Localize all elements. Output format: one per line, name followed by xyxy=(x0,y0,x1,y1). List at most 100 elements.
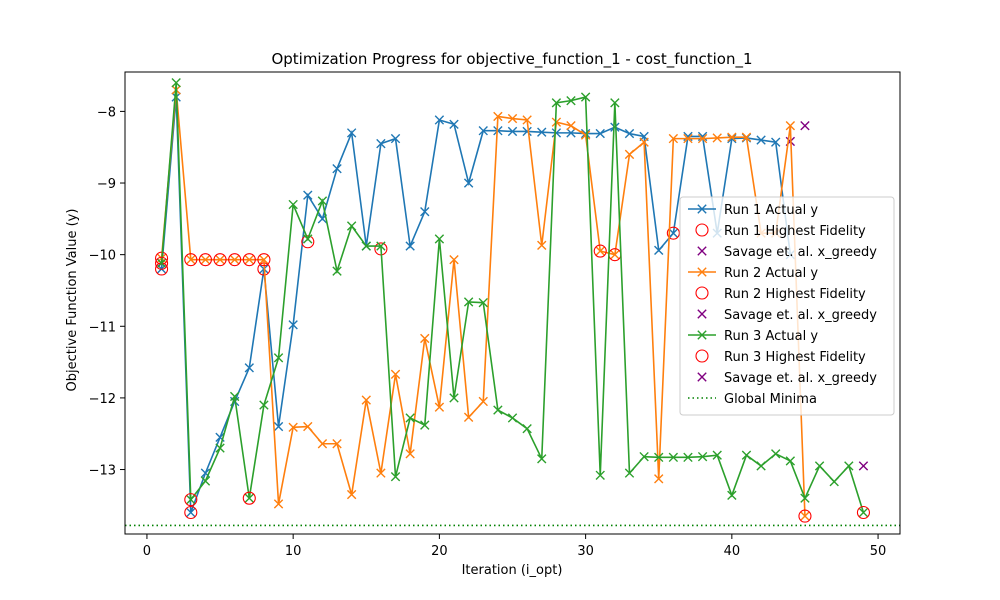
data-point xyxy=(303,190,313,200)
data-point xyxy=(434,115,445,125)
data-point xyxy=(785,456,796,466)
legend-marker xyxy=(695,286,709,300)
data-point xyxy=(361,395,371,405)
data-point xyxy=(566,128,576,138)
data-point xyxy=(712,133,722,143)
data-point xyxy=(434,234,445,244)
legend-marker xyxy=(695,223,709,237)
legend-label: Run 1 Highest Fidelity xyxy=(724,224,866,239)
data-point xyxy=(580,92,591,102)
data-point xyxy=(756,461,766,471)
legend-item: Savage et. al. x_greedy xyxy=(697,245,877,260)
data-point xyxy=(610,98,620,108)
data-point xyxy=(346,128,357,138)
data-point xyxy=(376,138,386,149)
legend-item: Global Minima xyxy=(688,392,817,407)
data-point xyxy=(712,450,722,460)
series-4 xyxy=(155,244,812,523)
data-point xyxy=(654,474,664,484)
y-tick-label: −10 xyxy=(89,249,116,264)
highest-fidelity-point xyxy=(666,226,680,240)
data-point xyxy=(844,461,854,471)
data-point xyxy=(449,393,459,403)
data-point xyxy=(244,363,254,373)
legend-marker xyxy=(697,372,707,382)
data-point xyxy=(741,450,752,460)
data-point xyxy=(507,413,518,423)
data-point xyxy=(580,130,591,140)
x-tick-label: 50 xyxy=(870,544,887,559)
legend-item: Savage et. al. x_greedy xyxy=(697,308,877,323)
legend-label: Run 1 Actual y xyxy=(724,203,818,218)
data-point xyxy=(420,206,430,217)
highest-fidelity-point xyxy=(213,253,227,267)
highest-fidelity-point xyxy=(228,253,242,267)
data-point xyxy=(727,133,737,144)
data-point xyxy=(317,196,328,206)
data-point xyxy=(756,135,766,145)
legend-marker xyxy=(697,330,707,340)
data-point xyxy=(259,254,269,265)
data-point xyxy=(346,221,357,231)
data-point xyxy=(800,511,810,521)
data-point xyxy=(405,449,415,459)
data-point xyxy=(537,454,547,464)
data-point xyxy=(420,420,430,430)
legend-marker xyxy=(697,309,707,319)
data-point xyxy=(346,489,357,500)
x-tick-label: 40 xyxy=(724,544,741,559)
data-point xyxy=(288,422,298,432)
highest-fidelity-point xyxy=(593,244,607,258)
data-point xyxy=(229,391,240,402)
x-tick-label: 30 xyxy=(577,544,594,559)
data-point xyxy=(771,137,781,147)
plot-frame xyxy=(124,71,901,535)
data-point xyxy=(537,240,547,251)
data-point xyxy=(727,490,737,501)
highest-fidelity-point xyxy=(184,253,198,267)
data-point xyxy=(522,126,532,137)
legend-item: Run 2 Highest Fidelity xyxy=(695,286,866,302)
chart-title: Optimization Progress for objective_func… xyxy=(271,50,752,69)
data-point xyxy=(171,78,181,88)
data-point xyxy=(639,137,649,147)
y-axis-label: Objective Function Value (y) xyxy=(65,209,80,392)
series-8 xyxy=(858,461,869,471)
series-3 xyxy=(156,85,810,521)
highest-fidelity-point xyxy=(184,505,198,520)
legend-label: Savage et. al. x_greedy xyxy=(724,371,877,386)
data-point xyxy=(390,472,401,482)
legend-marker xyxy=(695,349,709,363)
data-point xyxy=(259,400,269,410)
highest-fidelity-point xyxy=(184,493,198,507)
data-point xyxy=(829,477,839,487)
legend-item: Run 1 Actual y xyxy=(688,203,818,218)
data-point xyxy=(595,246,605,256)
legend-item: Savage et. al. x_greedy xyxy=(697,371,877,386)
x-tick-label: 10 xyxy=(285,544,302,559)
data-point xyxy=(215,254,225,265)
x-tick-label: 20 xyxy=(431,544,448,559)
y-tick-label: −9 xyxy=(97,177,116,192)
data-point xyxy=(697,451,708,462)
data-point xyxy=(478,126,488,136)
x-axis-label: Iteration (i_opt) xyxy=(462,563,563,578)
data-point xyxy=(493,405,503,415)
highest-fidelity-point xyxy=(301,235,315,249)
data-point xyxy=(332,164,342,174)
data-point xyxy=(566,95,576,106)
data-point xyxy=(303,421,313,432)
axes-layer: 0 10 20 30 40 50 −13 −12 −11 −10 −9 −8 xyxy=(89,71,901,559)
data-point xyxy=(449,254,459,265)
data-point xyxy=(200,254,211,265)
data-point xyxy=(537,127,547,137)
data-point xyxy=(858,507,869,518)
highest-fidelity-point xyxy=(257,253,271,267)
data-point xyxy=(303,234,313,244)
legend-label: Global Minima xyxy=(724,392,817,407)
data-point xyxy=(215,443,225,453)
legend-label: Run 2 Highest Fidelity xyxy=(724,287,866,302)
data-point xyxy=(288,320,298,330)
data-point xyxy=(273,421,284,432)
